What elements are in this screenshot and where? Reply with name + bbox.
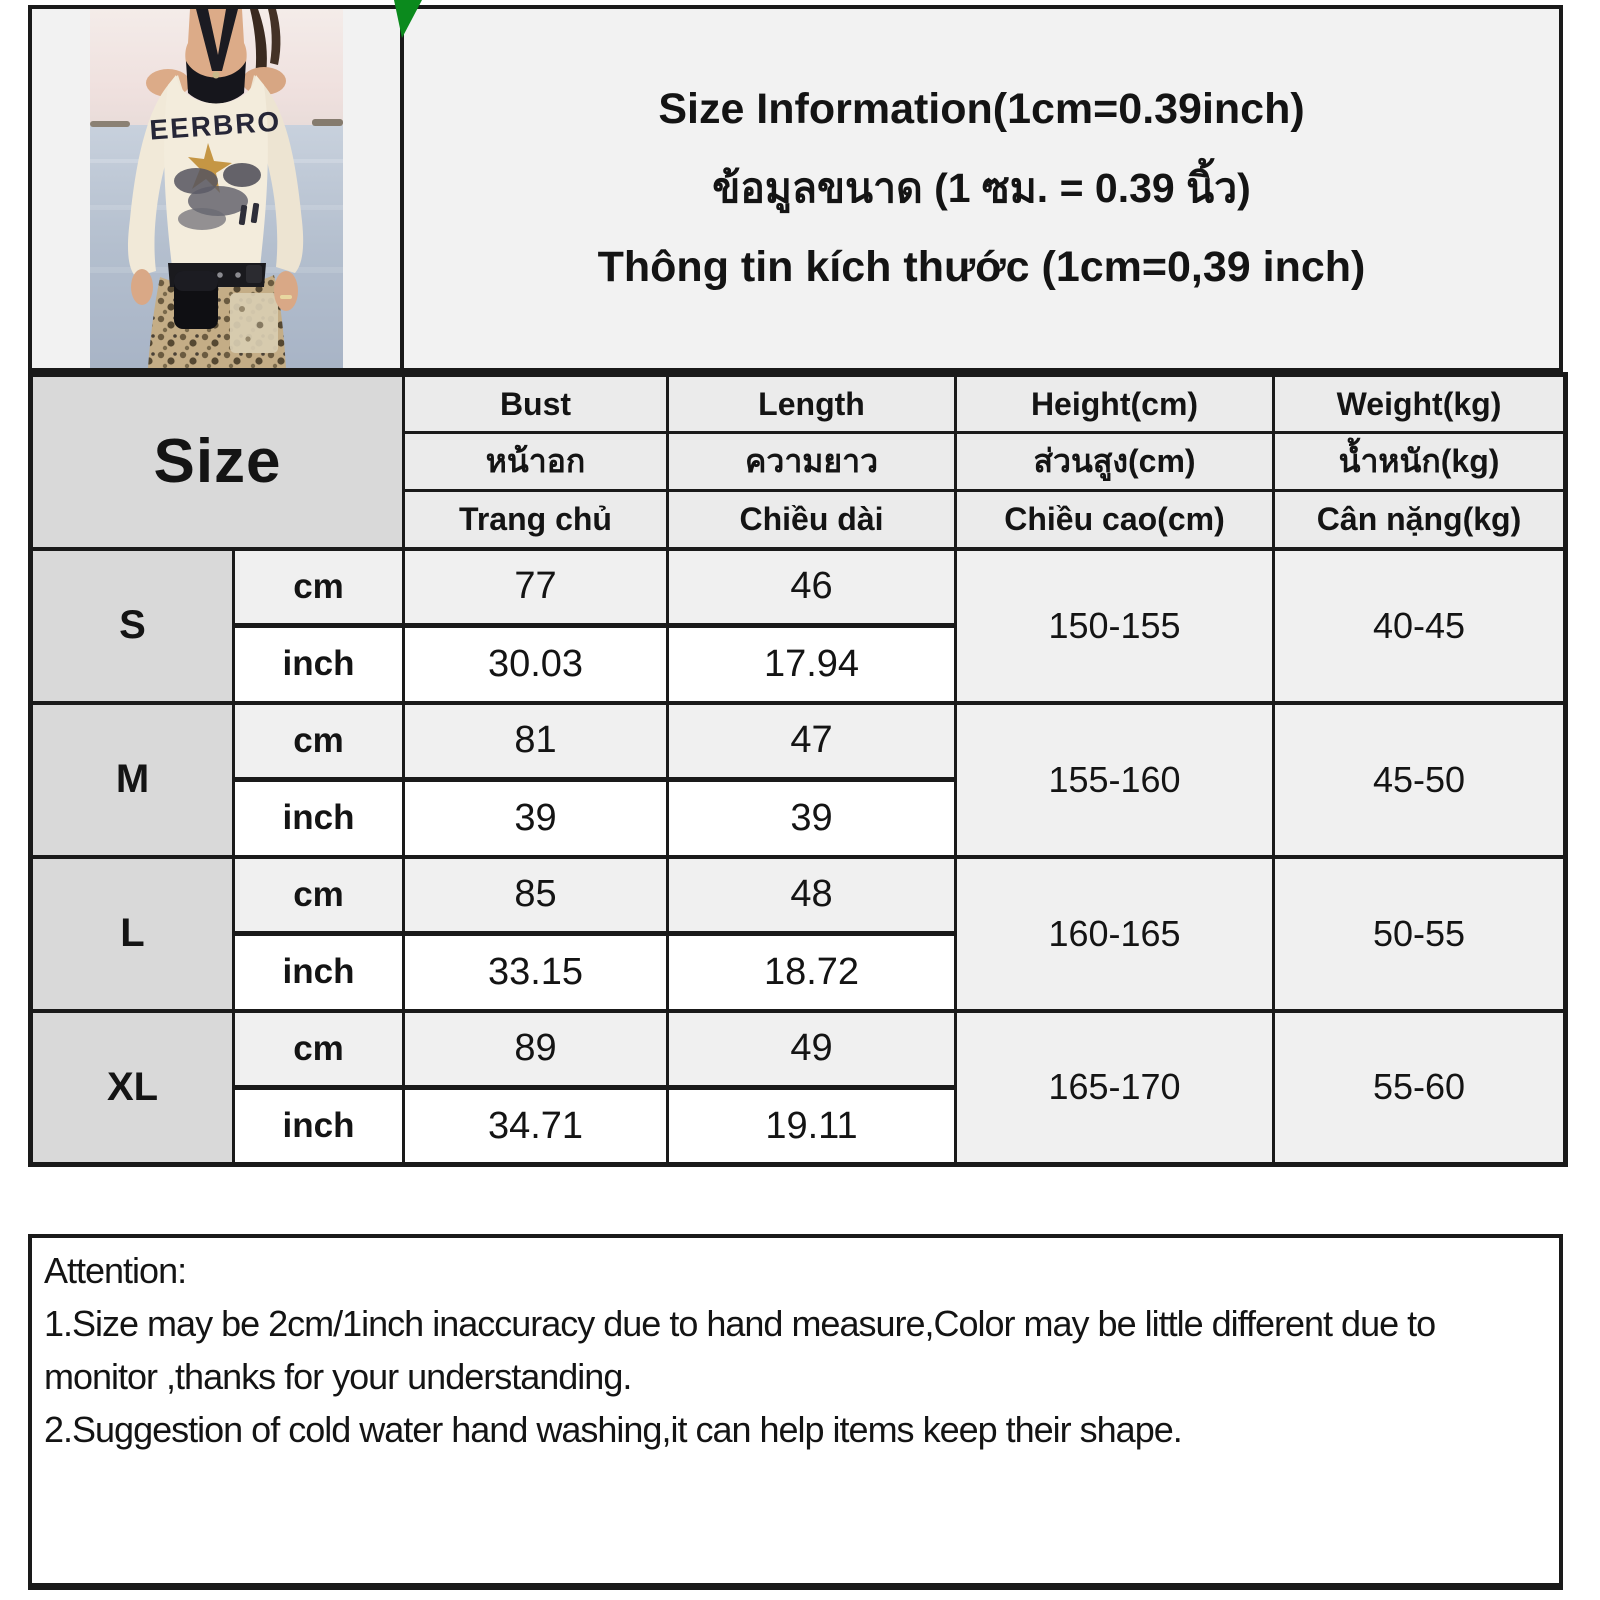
halter-straps [195,9,238,71]
size-row-xl-inch: inch 34.71 19.11 [31,1085,1566,1166]
bust-inch-l: 33.15 [402,931,669,1012]
unit-inch: inch [232,1085,405,1166]
col-header-height-th: ส่วนสูง(cm) [954,431,1275,492]
unit-inch: inch [232,777,405,858]
weight-m: 45-50 [1272,700,1567,858]
title-english: Size Information(1cm=0.39inch) [658,85,1305,133]
col-header-length-en: Length [666,373,957,434]
bust-cm-m: 81 [402,700,669,781]
product-photo-panel: EERBRO [28,5,402,372]
col-header-length-vi: Chiều dài [666,489,957,550]
col-header-height-vi: Chiều cao(cm) [954,489,1275,550]
top-section: EERBRO [28,5,1563,372]
bust-cm-l: 85 [402,854,669,935]
island-left [89,121,130,127]
size-letter-xl: XL [29,1008,235,1166]
height-xl: 165-170 [954,1008,1275,1166]
length-cm-l: 48 [666,854,957,935]
bust-inch-s: 30.03 [402,623,669,704]
size-table: Size Bust Length Height(cm) Weight(kg) ห… [28,372,1568,1167]
size-row-l-cm: L cm 85 48 160-165 50-55 [29,854,1567,1012]
length-inch-l: 18.72 [666,931,957,1012]
left-hand [130,269,153,305]
attention-notes: Attention: 1.Size may be 2cm/1inch inacc… [28,1234,1563,1590]
size-letter-s: S [29,546,235,704]
length-inch-m: 39 [666,777,957,858]
unit-inch: inch [232,623,405,704]
height-s: 150-155 [954,546,1275,704]
header-row-en: Size Bust Length Height(cm) Weight(kg) [29,373,1567,550]
size-header: Size [29,373,405,550]
bust-inch-m: 39 [402,777,669,858]
weight-xl: 55-60 [1272,1008,1567,1166]
height-l: 160-165 [954,854,1275,1012]
bust-cm-s: 77 [402,546,669,627]
col-header-bust-th: หน้าอก [402,431,669,492]
length-cm-xl: 49 [666,1008,957,1089]
col-header-height-en: Height(cm) [954,373,1275,434]
col-header-bust-en: Bust [402,373,669,434]
title-thai: ข้อมูลขนาด (1 ซม. = 0.39 นิ้ว) [712,165,1251,211]
length-cm-s: 46 [666,546,957,627]
model-photo-illustration: EERBRO [89,9,343,368]
unit-cm: cm [232,854,405,935]
header-row-vi: Trang chủ Chiều dài Chiều cao(cm) Cân nặ… [31,489,1567,550]
col-header-weight-vi: Cân nặng(kg) [1272,489,1567,550]
pants-pocket [229,293,278,353]
bust-inch-xl: 34.71 [402,1085,669,1166]
necklace-pendant [212,71,219,79]
size-letter-l: L [29,854,235,1012]
attention-note-1: 1.Size may be 2cm/1inch inaccuracy due t… [44,1303,1436,1397]
weight-s: 40-45 [1272,546,1567,704]
col-header-weight-th: น้ำหนัก(kg) [1272,431,1567,492]
bust-cm-xl: 89 [402,1008,669,1089]
green-corner-flag [394,0,422,38]
unit-cm: cm [232,1008,405,1089]
right-hand [273,271,298,311]
header-row-th: หน้าอก ความยาว ส่วนสูง(cm) น้ำหนัก(kg) [31,431,1567,492]
size-row-s-inch: inch 30.03 17.94 [31,623,1566,704]
title-vietnamese: Thông tin kích thước (1cm=0,39 inch) [597,243,1366,291]
size-row-m-inch: inch 39 39 [31,777,1566,858]
size-row-xl-cm: XL cm 89 49 165-170 55-60 [29,1008,1567,1166]
weight-l: 50-55 [1272,854,1567,1012]
size-row-l-inch: inch 33.15 18.72 [31,931,1566,1012]
unit-inch: inch [232,931,405,1012]
length-inch-xl: 19.11 [666,1085,957,1166]
unit-cm: cm [232,546,405,627]
unit-cm: cm [232,700,405,781]
title-panel: Size Information(1cm=0.39inch) ข้อมูลขนา… [402,5,1563,372]
length-cm-m: 47 [666,700,957,781]
attention-heading: Attention: [44,1250,187,1291]
size-row-s-cm: S cm 77 46 150-155 40-45 [29,546,1567,704]
col-header-bust-vi: Trang chủ [402,489,669,550]
attention-note-2: 2.Suggestion of cold water hand washing,… [44,1409,1183,1450]
size-row-m-cm: M cm 81 47 155-160 45-50 [29,700,1567,858]
size-letter-m: M [29,700,235,858]
col-header-length-th: ความยาว [666,431,957,492]
col-header-weight-en: Weight(kg) [1272,373,1567,434]
halter-top [185,61,246,104]
island-right [311,119,343,126]
product-photo: EERBRO [89,9,343,368]
hair-braid-2 [267,9,280,65]
length-inch-s: 17.94 [666,623,957,704]
height-m: 155-160 [954,700,1275,858]
